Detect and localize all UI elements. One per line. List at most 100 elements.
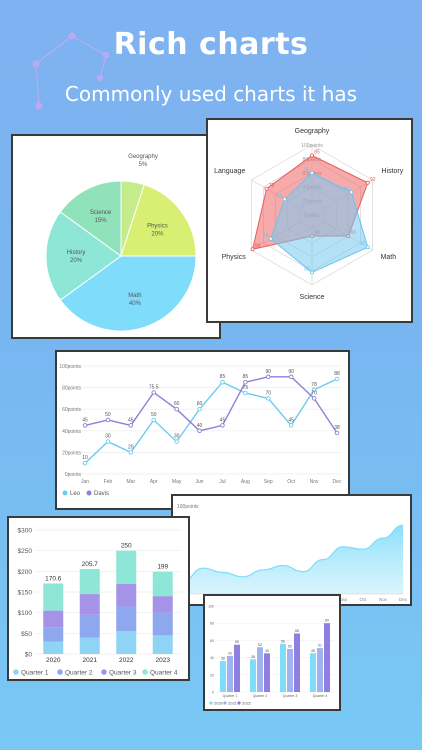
pie-slice bbox=[59, 255, 197, 332]
line-data-label: 78 bbox=[311, 382, 317, 388]
line-point bbox=[334, 376, 340, 382]
stack-bar-segment bbox=[152, 596, 173, 613]
radar-point bbox=[250, 247, 255, 252]
radar-chart: 100points80points60points40points20point… bbox=[214, 128, 404, 301]
group-x-tick-label: Quarter 4 bbox=[313, 694, 328, 698]
radar-point bbox=[310, 171, 315, 176]
group-bar bbox=[294, 633, 300, 692]
group-y-tick-label: 0 bbox=[212, 691, 214, 695]
line-point bbox=[334, 430, 340, 436]
radar-point bbox=[365, 180, 370, 185]
group-bar bbox=[324, 623, 330, 692]
legend-label: Quarter 4 bbox=[150, 670, 178, 677]
group-bar bbox=[317, 648, 323, 692]
line-point bbox=[197, 406, 202, 412]
pie-slice bbox=[45, 211, 122, 301]
group-x-tick-label: Quarter 3 bbox=[283, 694, 298, 698]
pie-label: Math bbox=[128, 293, 141, 299]
line-point bbox=[82, 423, 88, 428]
pie-value-label: 5% bbox=[139, 162, 148, 168]
line-point bbox=[174, 406, 179, 412]
group-bar bbox=[310, 653, 316, 692]
stack-bar-segment bbox=[79, 568, 100, 595]
area-x-tick-label: Dec bbox=[399, 597, 408, 602]
pie-value-label: 20% bbox=[151, 232, 164, 238]
pie-slice bbox=[120, 184, 197, 257]
radar-point bbox=[349, 190, 354, 195]
line-x-tick-label: Dec bbox=[333, 479, 342, 485]
legend-swatch bbox=[101, 669, 107, 675]
line-data-label: 10 bbox=[82, 455, 88, 461]
line-y-tick-label: 40points bbox=[62, 429, 81, 435]
page-subtitle: Commonly used charts it has bbox=[64, 82, 358, 106]
area-line bbox=[182, 524, 404, 582]
stack-bar-segment bbox=[152, 612, 173, 636]
pie-label: History bbox=[67, 250, 86, 256]
area-y-tick-label: 100points bbox=[177, 504, 199, 510]
line-y-tick-label: 80points bbox=[62, 386, 81, 392]
pie-value-label: 15% bbox=[95, 218, 108, 224]
stack-bar-segment bbox=[79, 637, 100, 654]
line-x-tick-label: Jan bbox=[81, 479, 89, 485]
stack-total-label: 205.7 bbox=[82, 561, 99, 568]
area-x-tick-label: Oct bbox=[359, 597, 367, 602]
line-series bbox=[84, 376, 338, 434]
radar-point bbox=[268, 236, 273, 241]
line-x-tick-label: Feb bbox=[104, 479, 113, 485]
legend-label: 2021 bbox=[228, 701, 238, 706]
radar-value-label: 68 bbox=[263, 233, 269, 239]
group-x-tick-label: Quarter 2 bbox=[253, 694, 268, 698]
stack-total-label: 199 bbox=[157, 564, 168, 571]
pie-label: Geography bbox=[128, 154, 158, 160]
radar-axis-label: Physics bbox=[222, 254, 247, 261]
pie-label: Physics bbox=[147, 224, 168, 230]
legend-swatch bbox=[209, 701, 213, 705]
line-data-label: 50 bbox=[151, 412, 157, 418]
line-point bbox=[266, 374, 271, 380]
line-point bbox=[174, 439, 179, 444]
group-y-tick-label: 80 bbox=[210, 622, 214, 626]
line-point bbox=[243, 390, 248, 396]
line-y-tick-label: 60points bbox=[62, 407, 81, 413]
pie-value-label: 40% bbox=[129, 301, 142, 307]
radar-value-label: 85 bbox=[314, 150, 320, 156]
line-y-tick-label: 100points bbox=[59, 364, 81, 370]
stack-bar-segment bbox=[116, 583, 137, 607]
stack-bar-segment bbox=[43, 627, 64, 642]
line-data-label: 70 bbox=[265, 390, 271, 396]
stack-bar-segment bbox=[79, 594, 100, 615]
radar-value-label: 65 bbox=[344, 186, 350, 192]
line-point bbox=[288, 374, 294, 380]
line-point bbox=[151, 390, 156, 395]
line-x-tick-label: Sep bbox=[264, 479, 273, 485]
stack-y-tick-label: $0 bbox=[25, 652, 33, 659]
line-data-label: 75.5 bbox=[149, 384, 159, 390]
stack-y-tick-label: $100 bbox=[18, 610, 33, 617]
line-x-tick-label: Nov bbox=[310, 479, 319, 485]
line-data-label: 40 bbox=[197, 423, 203, 429]
line-data-label: 70 bbox=[311, 390, 317, 396]
area-chart-card: 100pointsJulAugSepOctNovDec bbox=[171, 494, 412, 606]
group-bar bbox=[250, 659, 256, 692]
page-title: Rich charts bbox=[113, 27, 309, 62]
group-data-label: 51 bbox=[318, 644, 322, 648]
line-data-label: 45 bbox=[128, 417, 134, 423]
line-data-label: 60 bbox=[197, 401, 203, 407]
line-chart: 0points 20points 40points 60points 80points 1… bbox=[59, 364, 342, 497]
radar-axis-label: Math bbox=[381, 254, 397, 261]
radar-axis-label: History bbox=[381, 168, 403, 175]
pie-chart: Geography 5% Physics 20% Math 40% History 20% Sc… bbox=[45, 154, 197, 332]
radar-value-label: 92 bbox=[360, 241, 366, 247]
stack-y-tick-label: $300 bbox=[18, 528, 33, 535]
line-x-tick-label: Oct bbox=[287, 479, 295, 485]
stack-bar-segment bbox=[116, 631, 137, 654]
line-data-label: 85 bbox=[220, 374, 226, 380]
legend-swatch bbox=[62, 490, 68, 496]
line-data-label: 45 bbox=[288, 417, 294, 423]
pie-label: Science bbox=[90, 210, 112, 216]
group-data-label: 68 bbox=[295, 629, 299, 633]
legend-label: Quarter 1 bbox=[21, 670, 49, 677]
legend-label: 2022 bbox=[242, 701, 252, 706]
legend-swatch bbox=[86, 490, 92, 496]
